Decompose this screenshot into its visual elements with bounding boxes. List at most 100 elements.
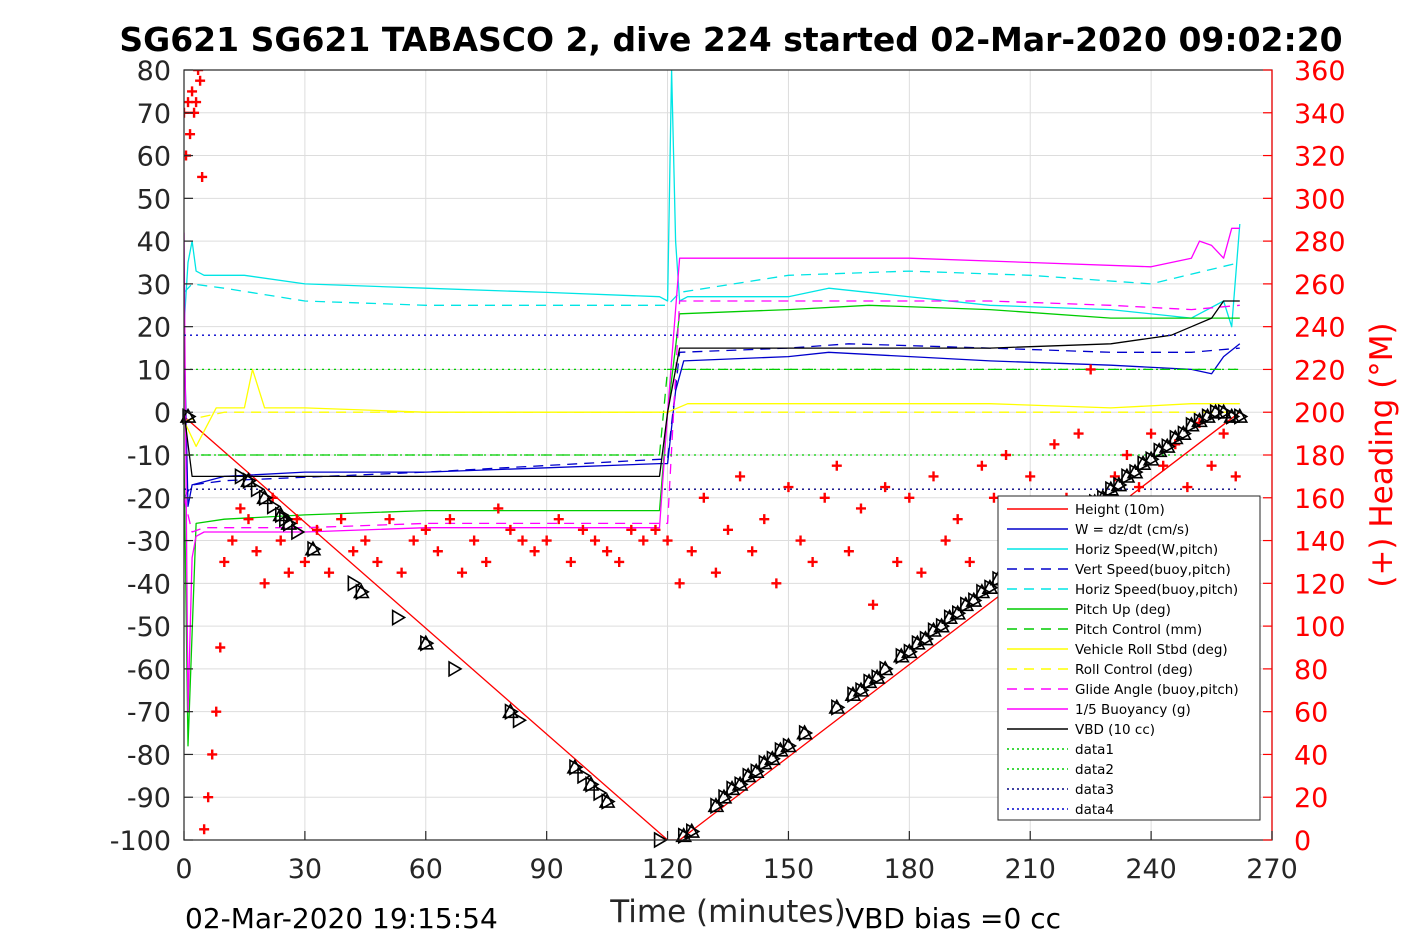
dive-depth-marker bbox=[304, 540, 322, 556]
climb-depth-marker bbox=[1193, 412, 1209, 430]
x-tick-label: 30 bbox=[288, 854, 322, 885]
climb-depth-marker bbox=[828, 698, 846, 714]
climb-depth-marker bbox=[1226, 408, 1241, 425]
heading-marker bbox=[360, 535, 371, 546]
climb-depth-marker bbox=[686, 823, 701, 840]
climb-depth-marker bbox=[1174, 424, 1192, 441]
dive-depth-marker bbox=[598, 792, 616, 808]
climb-depth-marker bbox=[960, 596, 975, 614]
heading-marker bbox=[662, 535, 673, 546]
right-tick-label: 140 bbox=[1294, 527, 1346, 558]
heading-marker bbox=[795, 535, 806, 546]
climb-depth-marker bbox=[1217, 403, 1233, 421]
legend-label: W = dz/dt (cm/s) bbox=[1075, 522, 1189, 538]
heading-marker bbox=[964, 556, 975, 567]
right-tick-label: 180 bbox=[1294, 441, 1346, 472]
y-tick-label: 60 bbox=[137, 142, 171, 173]
climb-depth-marker bbox=[1231, 407, 1249, 423]
heading-marker bbox=[735, 471, 746, 482]
footer-vbd-bias: VBD bias =0 cc bbox=[845, 902, 1061, 935]
heading-marker bbox=[904, 492, 915, 503]
right-tick-label: 320 bbox=[1294, 142, 1346, 173]
heading-marker-layer bbox=[184, 70, 1241, 835]
heading-marker bbox=[577, 524, 588, 535]
heading-marker bbox=[976, 460, 987, 471]
heading-marker bbox=[199, 824, 210, 835]
climb-depth-marker bbox=[1209, 403, 1225, 421]
right-tick-label: 120 bbox=[1294, 569, 1346, 600]
series-horiz-speed-buoy-pitch bbox=[184, 261, 1240, 306]
legend-label: VBD (10 cc) bbox=[1075, 722, 1155, 738]
heading-marker bbox=[783, 482, 794, 493]
heading-marker bbox=[207, 749, 218, 760]
heading-marker bbox=[493, 503, 504, 514]
heading-marker bbox=[686, 546, 697, 557]
climb-depth-marker bbox=[949, 604, 967, 620]
dive-depth-marker bbox=[417, 634, 435, 650]
right-tick-label: 40 bbox=[1294, 740, 1328, 771]
y-tick-label: -100 bbox=[110, 826, 171, 857]
x-tick-label: 270 bbox=[1246, 854, 1298, 885]
heading-marker bbox=[211, 706, 222, 717]
heading-marker bbox=[259, 578, 270, 589]
heading-marker bbox=[384, 514, 395, 525]
dive-depth-marker bbox=[256, 489, 273, 505]
right-axis-ticks: 3603403203002802602402202001801601401201… bbox=[1263, 56, 1346, 857]
heading-marker bbox=[723, 524, 733, 535]
climb-depth-marker bbox=[1137, 455, 1152, 472]
heading-marker bbox=[614, 556, 625, 567]
climb-depth-marker bbox=[758, 754, 773, 772]
y-tick-label: 40 bbox=[137, 227, 171, 258]
heading-marker bbox=[505, 524, 516, 535]
legend-label: Roll Control (deg) bbox=[1075, 662, 1193, 678]
heading-marker bbox=[432, 546, 443, 557]
dive-depth-marker bbox=[352, 583, 370, 599]
right-tick-label: 360 bbox=[1294, 56, 1346, 87]
heading-marker bbox=[650, 524, 661, 535]
x-tick-label: 90 bbox=[529, 854, 563, 885]
legend-box bbox=[997, 495, 1261, 821]
dive-depth-marker bbox=[577, 767, 592, 785]
heading-marker bbox=[710, 567, 721, 578]
right-tick-label: 240 bbox=[1294, 313, 1346, 344]
heading-marker bbox=[529, 546, 540, 557]
climb-depth-marker bbox=[1110, 476, 1128, 492]
climb-depth-marker bbox=[927, 621, 943, 639]
heading-marker bbox=[517, 535, 528, 546]
heading-marker bbox=[553, 514, 564, 525]
heading-marker bbox=[759, 514, 770, 525]
climb-depth-marker bbox=[798, 724, 814, 742]
legend-label: data2 bbox=[1075, 762, 1114, 778]
heading-marker bbox=[191, 97, 202, 108]
chart-title: SG621 SG621 TABASCO 2, dive 224 started … bbox=[119, 20, 1342, 59]
legend-label: Vert Speed(buoy,pitch) bbox=[1075, 562, 1231, 578]
climb-depth-marker bbox=[747, 762, 765, 778]
heading-marker bbox=[868, 599, 879, 610]
heading-marker bbox=[638, 535, 649, 546]
heading-marker bbox=[408, 535, 419, 546]
climb-depth-marker bbox=[879, 660, 894, 678]
heading-marker bbox=[1001, 450, 1012, 460]
heading-marker bbox=[855, 503, 866, 514]
heading-marker bbox=[1134, 482, 1145, 493]
heading-marker bbox=[311, 524, 322, 535]
climb-depth-marker bbox=[981, 578, 999, 595]
climb-depth-marker bbox=[707, 797, 725, 813]
heading-marker bbox=[747, 546, 758, 557]
right-tick-label: 100 bbox=[1294, 612, 1346, 643]
right-tick-label: 280 bbox=[1294, 227, 1346, 258]
legend-label: Height (10m) bbox=[1075, 502, 1165, 518]
right-tick-label: 80 bbox=[1294, 655, 1328, 686]
climb-depth-marker bbox=[1185, 416, 1200, 434]
x-tick-label: 0 bbox=[175, 854, 192, 885]
dive-depth-marker bbox=[280, 514, 298, 530]
y-axis-ticks: 80 70 60 50 40 30 20 10 0 -10 -20 -30 -40 -50 -60 -70 -8… bbox=[110, 56, 193, 857]
heading-marker bbox=[215, 642, 226, 653]
x-axis-label: Time (minutes) bbox=[609, 894, 845, 930]
dive-depth-marker bbox=[266, 497, 282, 515]
heading-marker bbox=[336, 514, 347, 525]
climb-depth-marker bbox=[1158, 437, 1176, 453]
climb-depth-marker bbox=[1153, 442, 1168, 460]
dive-depth-marker bbox=[347, 574, 362, 592]
climb-depth-marker bbox=[774, 741, 789, 759]
